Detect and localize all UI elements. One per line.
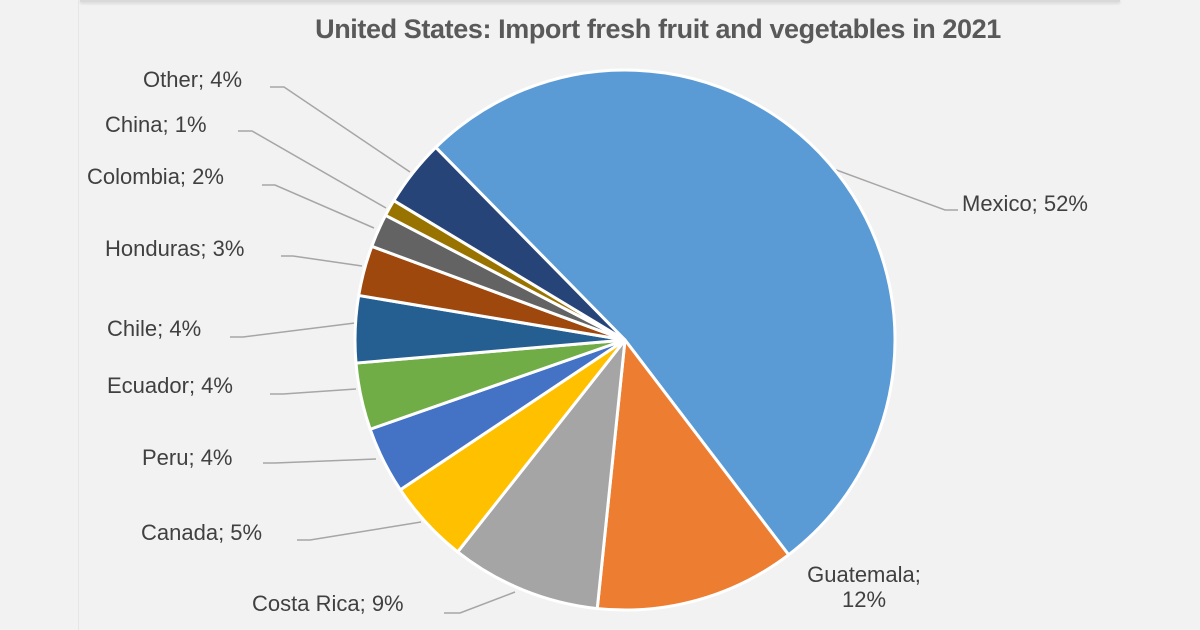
leader-line-canada — [297, 521, 422, 541]
pie-slice-guatemala[interactable] — [595, 338, 791, 612]
data-label-colombia: Colombia; 2% — [87, 164, 224, 189]
pie-slice-mexico[interactable] — [434, 68, 897, 557]
data-label-ecuador: Ecuador; 4% — [107, 373, 233, 398]
pie-slice-costa-rica[interactable] — [456, 338, 627, 611]
data-label-guatemala: Guatemala; 12% — [807, 562, 921, 612]
leader-line-honduras — [281, 255, 363, 267]
leader-line-mexico — [830, 167, 958, 211]
data-label-honduras: Honduras; 3% — [105, 236, 245, 261]
pie-slice-other[interactable] — [392, 145, 627, 342]
data-label-chile: Chile; 4% — [107, 316, 202, 341]
data-label-other: Other; 4% — [143, 67, 243, 92]
leader-line-chile — [230, 322, 356, 338]
leader-line-costa-rica — [444, 591, 516, 614]
data-label-peru: Peru; 4% — [142, 445, 233, 470]
leader-line-ecuador — [270, 388, 357, 395]
chart-frame-left-border — [78, 0, 79, 630]
leader-line-other — [270, 86, 411, 173]
chart-title: United States: Import fresh fruit and ve… — [315, 14, 1001, 44]
data-label-costa-rica: Costa Rica; 9% — [252, 591, 404, 616]
data-label-mexico: Mexico; 52% — [962, 191, 1088, 216]
chart-frame-top-border — [80, 0, 1120, 2]
leader-line-china — [238, 130, 387, 209]
leader-line-peru — [263, 458, 377, 464]
data-label-china: China; 1% — [105, 112, 207, 137]
data-label-canada: Canada; 5% — [141, 520, 263, 545]
leader-line-colombia — [262, 184, 375, 229]
